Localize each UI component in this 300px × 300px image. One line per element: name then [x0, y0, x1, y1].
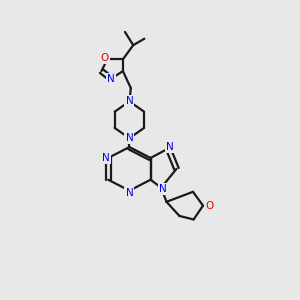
Text: N: N	[166, 142, 174, 152]
Text: O: O	[100, 53, 109, 63]
Text: N: N	[125, 188, 133, 198]
Text: N: N	[107, 74, 115, 84]
Text: N: N	[125, 133, 133, 143]
Text: N: N	[125, 96, 133, 106]
Text: O: O	[206, 201, 214, 211]
Text: N: N	[159, 184, 167, 194]
Text: N: N	[102, 153, 110, 163]
